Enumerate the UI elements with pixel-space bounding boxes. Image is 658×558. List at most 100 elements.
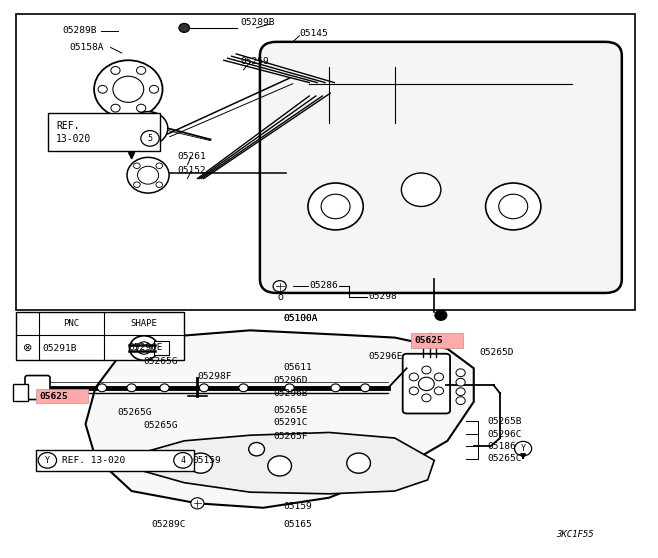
Circle shape (137, 66, 146, 74)
Text: 05298: 05298 (368, 292, 397, 301)
Circle shape (347, 453, 370, 473)
Circle shape (456, 378, 465, 386)
Text: 05291B: 05291B (42, 344, 77, 353)
Circle shape (268, 456, 291, 476)
Text: 13-020: 13-020 (56, 134, 91, 145)
Text: 05259: 05259 (240, 57, 269, 66)
Polygon shape (86, 330, 474, 508)
Circle shape (113, 76, 143, 102)
Circle shape (409, 387, 418, 395)
Text: 05186: 05186 (487, 442, 516, 451)
Circle shape (160, 384, 169, 392)
Circle shape (361, 384, 370, 392)
Text: 4: 4 (180, 456, 186, 465)
Circle shape (249, 442, 265, 456)
Circle shape (486, 183, 541, 230)
Circle shape (285, 384, 294, 392)
Text: 05291C: 05291C (273, 418, 307, 427)
Text: 05625: 05625 (39, 392, 68, 401)
Text: 05298F: 05298F (197, 372, 232, 381)
Circle shape (308, 183, 363, 230)
FancyBboxPatch shape (16, 312, 184, 360)
Text: 05296B: 05296B (273, 389, 307, 398)
Text: 05286: 05286 (309, 281, 338, 290)
Text: 05625: 05625 (415, 336, 443, 345)
Text: 5: 5 (147, 134, 153, 143)
Text: ⊗: ⊗ (23, 343, 32, 353)
Circle shape (422, 366, 431, 374)
Circle shape (422, 394, 431, 402)
Circle shape (130, 336, 159, 360)
Circle shape (138, 166, 159, 184)
Circle shape (456, 388, 465, 396)
Text: 05265D: 05265D (479, 348, 513, 357)
Text: 05158A: 05158A (69, 43, 103, 52)
Circle shape (156, 163, 163, 169)
Text: 05100A: 05100A (283, 314, 317, 323)
Circle shape (137, 342, 151, 354)
Text: 05145: 05145 (299, 29, 328, 38)
Circle shape (199, 384, 209, 392)
Text: Y: Y (520, 444, 526, 453)
Circle shape (174, 453, 192, 468)
Text: 05152: 05152 (178, 166, 207, 175)
Text: 05289B: 05289B (240, 18, 274, 27)
Text: 05265C: 05265C (487, 454, 521, 463)
Circle shape (515, 441, 532, 456)
Circle shape (435, 310, 447, 320)
Circle shape (156, 182, 163, 187)
FancyBboxPatch shape (36, 389, 88, 403)
Circle shape (273, 281, 286, 292)
Circle shape (401, 173, 441, 206)
Text: 05296E: 05296E (368, 352, 403, 360)
Text: SHAPE: SHAPE (130, 319, 157, 328)
Circle shape (134, 163, 140, 169)
Circle shape (409, 373, 418, 381)
Text: 05289B: 05289B (63, 26, 97, 35)
Text: REF.: REF. (56, 121, 80, 131)
Circle shape (456, 397, 465, 405)
Text: ô: ô (278, 292, 283, 302)
Text: 05296C: 05296C (487, 430, 521, 439)
Circle shape (98, 85, 107, 93)
Circle shape (138, 120, 158, 137)
FancyBboxPatch shape (16, 14, 635, 310)
Text: 05100A: 05100A (283, 314, 317, 323)
Circle shape (94, 60, 163, 118)
FancyBboxPatch shape (260, 42, 622, 293)
Text: 05265G: 05265G (143, 421, 178, 430)
Polygon shape (132, 432, 434, 494)
Circle shape (38, 453, 57, 468)
FancyBboxPatch shape (155, 341, 169, 355)
Circle shape (111, 104, 120, 112)
Circle shape (456, 369, 465, 377)
Text: 05261: 05261 (178, 152, 207, 161)
Circle shape (97, 384, 107, 392)
FancyBboxPatch shape (36, 450, 194, 471)
Text: 05289C: 05289C (151, 520, 186, 529)
FancyBboxPatch shape (403, 354, 450, 413)
Circle shape (137, 104, 145, 112)
Circle shape (179, 23, 190, 32)
Text: 05265B: 05265B (487, 417, 521, 426)
Circle shape (239, 384, 248, 392)
Circle shape (111, 66, 120, 74)
Circle shape (499, 194, 528, 219)
Circle shape (128, 112, 168, 145)
Text: 3KC1F55: 3KC1F55 (556, 530, 594, 539)
Text: 05265G: 05265G (143, 357, 178, 366)
Circle shape (189, 453, 213, 473)
Text: 05296E: 05296E (128, 343, 163, 352)
FancyBboxPatch shape (25, 376, 50, 400)
Circle shape (434, 373, 443, 381)
Circle shape (141, 131, 159, 146)
Circle shape (331, 384, 340, 392)
Text: PNC: PNC (63, 319, 80, 328)
Text: 05159: 05159 (192, 456, 221, 465)
Text: REF. 13-020: REF. 13-020 (62, 456, 125, 465)
Text: Y: Y (45, 456, 50, 465)
Text: 05159: 05159 (283, 502, 312, 511)
Circle shape (127, 384, 136, 392)
Text: 05265G: 05265G (117, 408, 151, 417)
FancyBboxPatch shape (13, 384, 28, 401)
